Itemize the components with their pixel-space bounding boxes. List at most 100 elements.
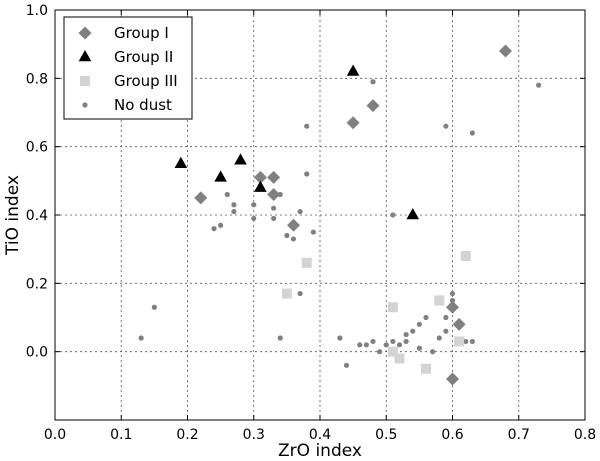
point-no-dust xyxy=(231,208,237,215)
point-no-dust xyxy=(271,205,277,211)
x-tick-label: 0.1 xyxy=(110,427,132,443)
point-group-ii xyxy=(346,64,360,76)
point-group-ii xyxy=(214,170,227,182)
point-no-dust xyxy=(251,215,257,222)
point-no-dust xyxy=(403,338,409,345)
point-group-i xyxy=(287,218,300,232)
point-no-dust xyxy=(370,338,376,345)
point-group-iii xyxy=(387,346,398,357)
legend-label-group-iii: Group III xyxy=(114,72,178,90)
legend-marker-no-dust xyxy=(82,102,88,108)
point-no-dust xyxy=(337,335,343,341)
point-group-i xyxy=(446,300,459,314)
point-group-ii xyxy=(406,208,420,220)
point-group-iii xyxy=(454,336,465,347)
y-tick-label: 0.0 xyxy=(26,345,48,361)
point-no-dust xyxy=(390,212,396,218)
grid-lines xyxy=(55,10,585,420)
legend-box xyxy=(63,16,193,120)
x-tick-label: 0.4 xyxy=(309,427,331,443)
x-axis-label: ZrO index xyxy=(278,441,362,461)
point-group-iii xyxy=(301,257,312,268)
point-group-iii xyxy=(281,288,292,299)
point-no-dust xyxy=(377,349,383,355)
y-tick-label: 1.0 xyxy=(26,3,48,19)
y-tick-label: 0.8 xyxy=(26,71,48,87)
point-group-i xyxy=(452,317,466,331)
y-tick-label: 0.2 xyxy=(26,276,48,292)
point-no-dust xyxy=(390,338,396,345)
point-group-i xyxy=(194,191,208,205)
legend-label-group-ii: Group II xyxy=(114,48,173,66)
point-group-i xyxy=(446,372,459,386)
legend-label-group-i: Group I xyxy=(114,24,169,42)
point-no-dust xyxy=(383,342,389,348)
axis-ticks: 0.0 0.1 0.2 0.3 0.4 0.5 0.6 0.7 0.8 0.0 0.2 0.4 0.6 0… xyxy=(26,3,596,443)
point-group-i xyxy=(499,44,512,58)
point-no-dust xyxy=(290,236,297,242)
point-no-dust xyxy=(277,191,283,198)
point-no-dust xyxy=(443,314,449,321)
point-group-iii xyxy=(394,353,405,364)
point-no-dust xyxy=(403,331,409,338)
point-no-dust xyxy=(251,202,257,208)
point-no-dust xyxy=(277,335,283,341)
point-no-dust xyxy=(443,123,449,129)
point-group-iii xyxy=(387,302,398,313)
point-no-dust xyxy=(449,297,456,304)
point-no-dust xyxy=(231,202,237,208)
point-no-dust xyxy=(443,328,449,334)
x-tick-label: 0.7 xyxy=(508,427,530,443)
point-no-dust xyxy=(357,342,363,348)
legend-label-no-dust: No dust xyxy=(114,96,172,114)
point-no-dust xyxy=(297,208,303,215)
y-tick-label: 0.4 xyxy=(26,208,48,224)
point-no-dust xyxy=(310,229,316,235)
x-tick-label: 0.6 xyxy=(441,427,463,443)
point-no-dust xyxy=(304,171,310,177)
point-no-dust xyxy=(297,290,303,297)
point-no-dust xyxy=(430,349,436,355)
point-no-dust xyxy=(416,345,422,351)
point-no-dust xyxy=(211,226,217,232)
point-group-i xyxy=(366,99,380,113)
legend: Group I Group II Group III No dust xyxy=(63,16,193,120)
x-tick-label: 0.8 xyxy=(574,427,596,443)
point-no-dust xyxy=(218,222,224,228)
x-tick-label: 0.2 xyxy=(176,427,198,443)
point-no-dust xyxy=(370,79,376,85)
point-no-dust xyxy=(151,304,157,310)
point-group-iii xyxy=(434,295,445,306)
legend-marker-group-i xyxy=(78,26,92,40)
x-tick-label: 0.5 xyxy=(375,427,397,443)
point-no-dust xyxy=(536,82,542,88)
point-no-dust xyxy=(463,338,469,345)
x-tick-label: 0.0 xyxy=(44,427,66,443)
data-points xyxy=(138,44,542,386)
point-no-dust xyxy=(363,342,369,348)
point-no-dust xyxy=(469,338,475,345)
point-group-i xyxy=(267,188,281,201)
point-no-dust xyxy=(224,191,230,198)
point-no-dust xyxy=(343,362,350,368)
point-group-ii xyxy=(254,180,267,192)
point-no-dust xyxy=(284,232,290,239)
point-no-dust xyxy=(436,335,442,341)
point-group-i xyxy=(346,116,360,130)
point-no-dust xyxy=(423,314,429,321)
legend-marker-group-iii xyxy=(80,76,90,86)
point-no-dust xyxy=(304,123,310,129)
point-group-i xyxy=(267,170,281,184)
point-no-dust xyxy=(410,328,416,334)
point-group-ii xyxy=(174,156,188,168)
y-tick-label: 0.6 xyxy=(26,140,48,156)
point-no-dust xyxy=(449,290,456,297)
x-tick-label: 0.3 xyxy=(243,427,265,443)
point-group-ii xyxy=(234,153,247,165)
point-no-dust xyxy=(416,321,422,327)
point-no-dust xyxy=(396,342,403,348)
y-axis-label: TiO index xyxy=(3,175,23,256)
point-no-dust xyxy=(138,335,144,341)
legend-marker-group-ii xyxy=(78,50,92,62)
point-group-i xyxy=(253,170,267,184)
